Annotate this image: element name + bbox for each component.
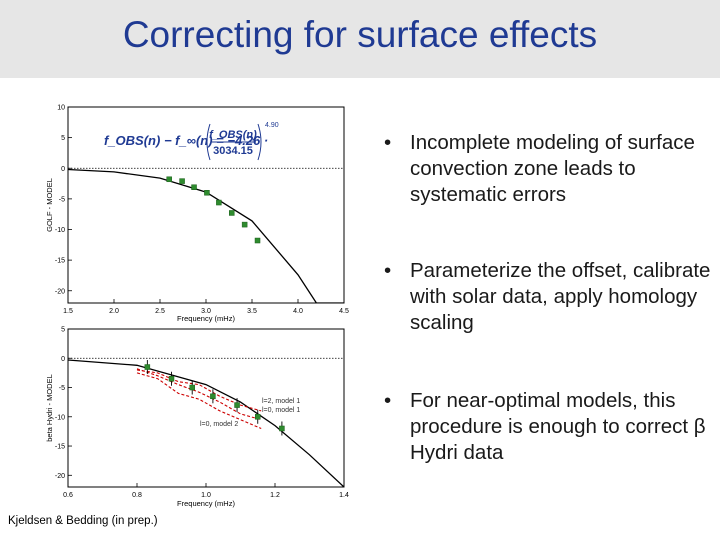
top-plot-ylabel: GOLF - MODEL — [45, 178, 54, 232]
y-tick-label: -5 — [59, 196, 65, 203]
model-curve — [136, 368, 262, 421]
data-point — [234, 402, 240, 408]
y-tick-label: 0 — [61, 166, 65, 173]
annotation-l0-model1: l=0, model 1 — [262, 407, 300, 414]
equation-denominator: 3034.15 — [213, 145, 253, 157]
x-tick-label: 2.0 — [109, 308, 119, 315]
x-tick-label: 4.0 — [293, 308, 303, 315]
equation-left-paren — [206, 123, 211, 161]
y-tick-label: -20 — [55, 288, 65, 295]
equation-numerator: f_OBS(n) — [209, 129, 257, 141]
model-curve — [136, 372, 262, 430]
data-point — [144, 364, 151, 370]
y-tick-label: -10 — [55, 227, 65, 234]
data-point — [204, 190, 210, 196]
bottom-plot-marks — [68, 359, 344, 487]
top-plot: 1.5 2.0 2.5 3.0 3.5 4.0 4.5 10 5 0 -5 -10 -15 -20 Fre… — [45, 105, 349, 324]
bullet-item: For near-optimal models, this procedure … — [384, 388, 714, 466]
x-tick-label: 1.0 — [201, 492, 211, 499]
data-point — [255, 414, 261, 420]
x-tick-label: 0.8 — [132, 492, 142, 499]
x-tick-label: 3.5 — [247, 308, 257, 315]
x-tick-label: 1.4 — [339, 492, 349, 499]
bottom-plot: 0.6 0.8 1.0 1.2 1.4 5 0 -5 -10 -15 -20 Frequency (… — [45, 327, 349, 509]
data-point — [254, 237, 261, 244]
x-tick-label: 1.2 — [270, 492, 280, 499]
equation-lhs: f_OBS(n) − f_∞(n) = −4.26 · — [104, 133, 268, 148]
data-point — [279, 425, 285, 432]
data-point — [168, 375, 175, 382]
fit-curve — [68, 359, 344, 487]
top-plot-marks — [68, 168, 344, 303]
data-point — [216, 199, 222, 206]
y-tick-label: -15 — [55, 444, 65, 451]
x-tick-label: 2.5 — [155, 308, 165, 315]
y-tick-label: -20 — [55, 473, 65, 480]
credit-text: Kjeldsen & Bedding (in prep.) — [8, 515, 158, 527]
fit-equation: f_OBS(n) − f_∞(n) = −4.26 · f_OBS(n) 303… — [104, 122, 279, 161]
data-point — [241, 221, 248, 228]
equation-exponent: 4.90 — [265, 122, 279, 129]
bullet-item: Incomplete modeling of surface convectio… — [384, 130, 714, 208]
data-point — [189, 384, 195, 391]
y-tick-label: 5 — [61, 327, 65, 334]
bottom-plot-frame — [67, 328, 345, 488]
y-tick-label: -5 — [59, 385, 65, 392]
title-bar — [0, 0, 720, 78]
model-curve — [136, 369, 262, 412]
data-point — [179, 178, 185, 184]
data-point — [166, 176, 172, 183]
x-tick-label: 0.6 — [63, 492, 73, 499]
data-point — [191, 184, 197, 190]
x-tick-label: 1.5 — [63, 308, 73, 315]
data-point — [210, 393, 216, 400]
y-tick-label: 5 — [61, 135, 65, 142]
annotation-l2-model1: l=2, model 1 — [262, 398, 300, 405]
bottom-plot-xlabel: Frequency (mHz) — [177, 499, 235, 508]
equation-right-paren — [257, 123, 262, 161]
y-tick-label: -10 — [55, 414, 65, 421]
x-tick-label: 3.0 — [201, 308, 211, 315]
x-tick-label: 4.5 — [339, 308, 349, 315]
bottom-plot-axes: 0.6 0.8 1.0 1.2 1.4 5 0 -5 -10 -15 -20 — [55, 327, 349, 500]
bullet-item: Parameterize the offset, calibrate with … — [384, 258, 714, 336]
fit-curve — [68, 168, 344, 303]
annotation-l0-model2: l=0, model 2 — [200, 421, 238, 428]
top-plot-xlabel: Frequency (mHz) — [177, 314, 235, 323]
data-point — [229, 210, 235, 216]
y-tick-label: 0 — [61, 356, 65, 363]
y-tick-label: 10 — [57, 105, 65, 112]
bottom-plot-ylabel: beta Hydri - MODEL — [45, 374, 54, 442]
y-tick-label: -15 — [55, 258, 65, 265]
top-plot-axes: 1.5 2.0 2.5 3.0 3.5 4.0 4.5 10 5 0 -5 -10 -15 -20 — [55, 105, 349, 316]
slide-title: Correcting for surface effects — [122, 14, 598, 55]
